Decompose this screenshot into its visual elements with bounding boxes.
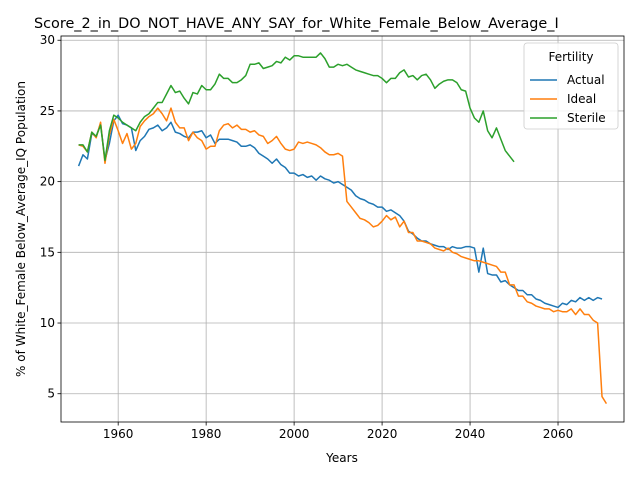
y-axis-ticks: 5 10 15 20 25 30	[40, 33, 61, 401]
chart-title: Score_2_in_DO_NOT_HAVE_ANY_SAY_for_White…	[34, 16, 559, 32]
x-tick-label: 2040	[455, 427, 486, 441]
series-line-sterile	[78, 52, 515, 163]
legend-label-sterile: Sterile	[567, 111, 606, 125]
x-tick-label: 1960	[103, 427, 134, 441]
x-tick-label: 1980	[191, 427, 222, 441]
legend-title: Fertility	[548, 50, 593, 64]
legend-box	[523, 42, 619, 130]
series-lines	[77, 52, 608, 405]
legend-entries: Actual Ideal Sterile	[530, 73, 606, 125]
x-tick-label: 2060	[543, 427, 574, 441]
series-line-ideal	[78, 107, 608, 405]
y-tick-label: 5	[47, 387, 55, 401]
legend-label-actual: Actual	[567, 73, 605, 87]
x-axis-ticks: 1960 1980 2000 2020 2040 2060	[103, 422, 573, 441]
legend-label-ideal: Ideal	[567, 92, 596, 106]
y-tick-label: 30	[40, 33, 55, 47]
y-tick-label: 15	[40, 245, 55, 259]
y-tick-label: 20	[40, 175, 55, 189]
x-tick-label: 2000	[279, 427, 310, 441]
y-tick-label: 10	[40, 316, 55, 330]
x-tick-label: 2020	[367, 427, 398, 441]
x-axis-label: Years	[325, 451, 358, 465]
y-axis-label: % of White_Female Below_Average_IQ Popul…	[14, 81, 28, 377]
y-tick-label: 25	[40, 104, 55, 118]
plot-area-frame	[60, 35, 625, 423]
legend: Fertility Actual Ideal Sterile	[523, 42, 619, 130]
